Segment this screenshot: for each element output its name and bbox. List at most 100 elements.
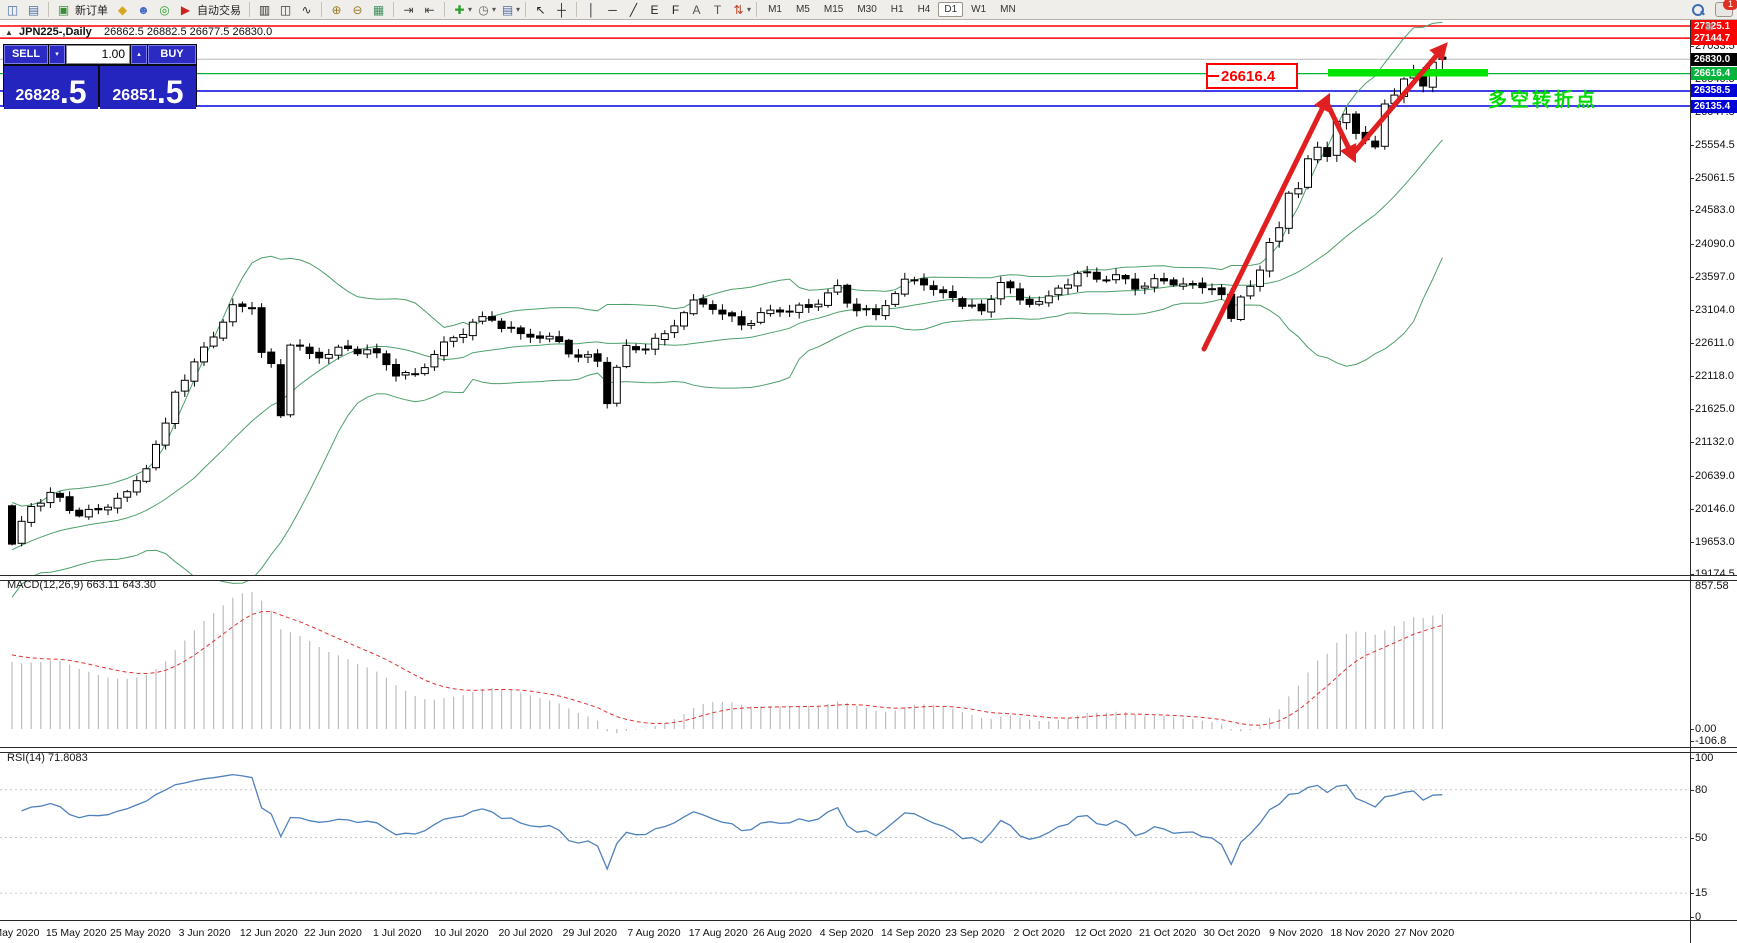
autotrade-label[interactable]: 自动交易 bbox=[197, 4, 241, 17]
candle-body bbox=[190, 361, 199, 382]
trendline-icon[interactable]: ╱ bbox=[629, 2, 638, 17]
buy-button[interactable]: BUY bbox=[148, 45, 196, 64]
candle-body bbox=[1275, 227, 1284, 242]
zoom-in-icon[interactable]: ⊕ bbox=[331, 2, 342, 17]
support-zone-bar[interactable] bbox=[1328, 69, 1488, 77]
new-order-icon[interactable]: ▣ bbox=[57, 2, 70, 17]
zigzag-arrow-3[interactable] bbox=[1349, 42, 1448, 158]
chat-icon[interactable]: 1 bbox=[1715, 0, 1737, 17]
periods-clock-icon[interactable]: ◷ bbox=[478, 2, 489, 17]
candle-body bbox=[708, 304, 717, 310]
equidistant-channel-icon[interactable]: E bbox=[650, 2, 659, 17]
add-indicator-icon-dropdown[interactable]: ▾ bbox=[468, 5, 473, 14]
sell-button[interactable]: SELL bbox=[4, 45, 48, 64]
candle-body bbox=[939, 289, 948, 294]
arrow-objects-icon[interactable]: ⇅ bbox=[733, 2, 744, 17]
navigator-icon[interactable]: ▤ bbox=[27, 2, 40, 17]
bid-price-display[interactable]: 26828 .5 bbox=[4, 66, 98, 109]
zoom-out-icon[interactable]: ⊖ bbox=[352, 2, 363, 17]
auto-scroll-icon[interactable]: ⇥ bbox=[403, 2, 414, 17]
template-icon-dropdown[interactable]: ▾ bbox=[516, 5, 521, 14]
candle-body bbox=[1236, 296, 1245, 320]
timeframe-m5-button[interactable]: M5 bbox=[795, 4, 810, 15]
chart-title: ▲ JPN225-,Daily 26862.5 26882.5 26677.5 … bbox=[5, 26, 272, 38]
arrow-objects-icon-dropdown[interactable]: ▾ bbox=[747, 5, 752, 14]
candle-body bbox=[248, 307, 256, 310]
new-order-label[interactable]: 新订单 bbox=[75, 4, 108, 17]
toolbar-separator bbox=[393, 2, 394, 17]
candlestick-chart-icon[interactable]: ◫ bbox=[279, 2, 292, 17]
candle-body bbox=[468, 321, 477, 337]
template-icon[interactable]: ▤ bbox=[501, 2, 514, 17]
timeframe-m30-button[interactable]: M30 bbox=[857, 4, 877, 15]
timeframe-mn-button[interactable]: MN bbox=[1000, 4, 1016, 15]
search-icon[interactable] bbox=[1691, 3, 1705, 17]
macd-indicator-label: MACD(12,26,9) 663.11 643.30 bbox=[7, 579, 156, 591]
timeframe-d1-button[interactable]: D1 bbox=[938, 2, 964, 17]
vertical-line-icon[interactable]: │ bbox=[587, 2, 596, 17]
volume-input[interactable]: 1.00 bbox=[66, 45, 130, 64]
crosshair-icon[interactable]: ┼ bbox=[557, 2, 566, 17]
candle-body bbox=[1083, 271, 1092, 274]
chart-capture-icon[interactable]: ◆ bbox=[117, 2, 128, 17]
turning-point-annotation-text[interactable]: 多空转折点 bbox=[1488, 90, 1599, 111]
candle-body bbox=[305, 346, 314, 355]
timeframe-w1-button[interactable]: W1 bbox=[971, 4, 987, 15]
tile-windows-icon[interactable]: ▦ bbox=[372, 2, 385, 17]
price-tick-mark bbox=[1690, 309, 1694, 311]
price-tick-mark bbox=[1690, 45, 1694, 47]
toolbar-separator bbox=[48, 2, 49, 17]
level-price-text: 26616.4 bbox=[1221, 67, 1276, 85]
bollinger-middle-band bbox=[11, 139, 1443, 551]
rsi-tick-mark bbox=[1690, 789, 1694, 791]
date-label: 27 Nov 2020 bbox=[1394, 927, 1455, 939]
rsi-tick-mark bbox=[1690, 893, 1694, 895]
candle-body bbox=[56, 492, 64, 498]
macd-zero-tick bbox=[1690, 729, 1694, 730]
chart-corner-icon[interactable]: ▦ bbox=[1705, 21, 1714, 31]
candle-body bbox=[219, 321, 228, 339]
candle-body bbox=[94, 508, 103, 511]
volume-increase-button[interactable]: ▴ bbox=[131, 45, 147, 64]
candle-body bbox=[324, 354, 333, 359]
candle-body bbox=[795, 304, 804, 313]
pane-separator-rsi[interactable] bbox=[0, 747, 1737, 753]
price-tick-mark bbox=[1690, 508, 1694, 510]
periods-clock-icon-dropdown[interactable]: ▾ bbox=[492, 5, 497, 14]
bollinger-upper-band bbox=[11, 21, 1443, 507]
cursor-icon[interactable]: ↖ bbox=[535, 2, 546, 17]
pane-separator-macd[interactable] bbox=[0, 575, 1737, 581]
price-tick-mark bbox=[1690, 475, 1694, 477]
horizontal-line-icon[interactable]: ─ bbox=[608, 2, 617, 17]
community-icon[interactable]: ☻ bbox=[137, 2, 150, 17]
candle-body bbox=[651, 337, 660, 350]
candle-body bbox=[833, 285, 842, 293]
text-icon[interactable]: A bbox=[692, 2, 701, 17]
timeframe-m15-button[interactable]: M15 bbox=[823, 4, 844, 15]
price-level-annotation-box[interactable]: 26616.4 bbox=[1206, 63, 1298, 89]
date-label: 21 Oct 2020 bbox=[1138, 927, 1197, 939]
chart-shift-icon[interactable]: ⇤ bbox=[424, 2, 435, 17]
timeframe-h4-button[interactable]: H4 bbox=[917, 4, 931, 15]
volume-decrease-button[interactable]: ▾ bbox=[49, 45, 65, 64]
market-watch-icon[interactable]: ◫ bbox=[6, 2, 19, 17]
toolbar-separator bbox=[756, 2, 758, 17]
ask-price-display[interactable]: 26851 .5 bbox=[100, 66, 196, 109]
collapse-triangle-icon[interactable]: ▲ bbox=[5, 28, 13, 37]
autotrade-icon[interactable]: ▶ bbox=[180, 2, 191, 17]
add-indicator-icon[interactable]: ✚ bbox=[454, 2, 465, 17]
price-tick-label: 21625.0 bbox=[1695, 403, 1735, 416]
signals-icon[interactable]: ◎ bbox=[159, 2, 170, 17]
candle-body bbox=[84, 508, 93, 518]
text-label-icon[interactable]: T bbox=[713, 2, 722, 17]
timeframe-h1-button[interactable]: H1 bbox=[890, 4, 904, 15]
line-chart-icon[interactable]: ∿ bbox=[301, 2, 312, 17]
timeframe-m1-button[interactable]: M1 bbox=[768, 4, 782, 15]
zigzag-arrow-1[interactable] bbox=[1201, 92, 1331, 352]
candle-body bbox=[593, 353, 602, 362]
bar-chart-icon[interactable]: ▥ bbox=[258, 2, 271, 17]
fibonacci-icon[interactable]: F bbox=[671, 2, 680, 17]
zigzag-arrow-2[interactable] bbox=[1323, 98, 1357, 164]
candle-body bbox=[718, 309, 727, 315]
